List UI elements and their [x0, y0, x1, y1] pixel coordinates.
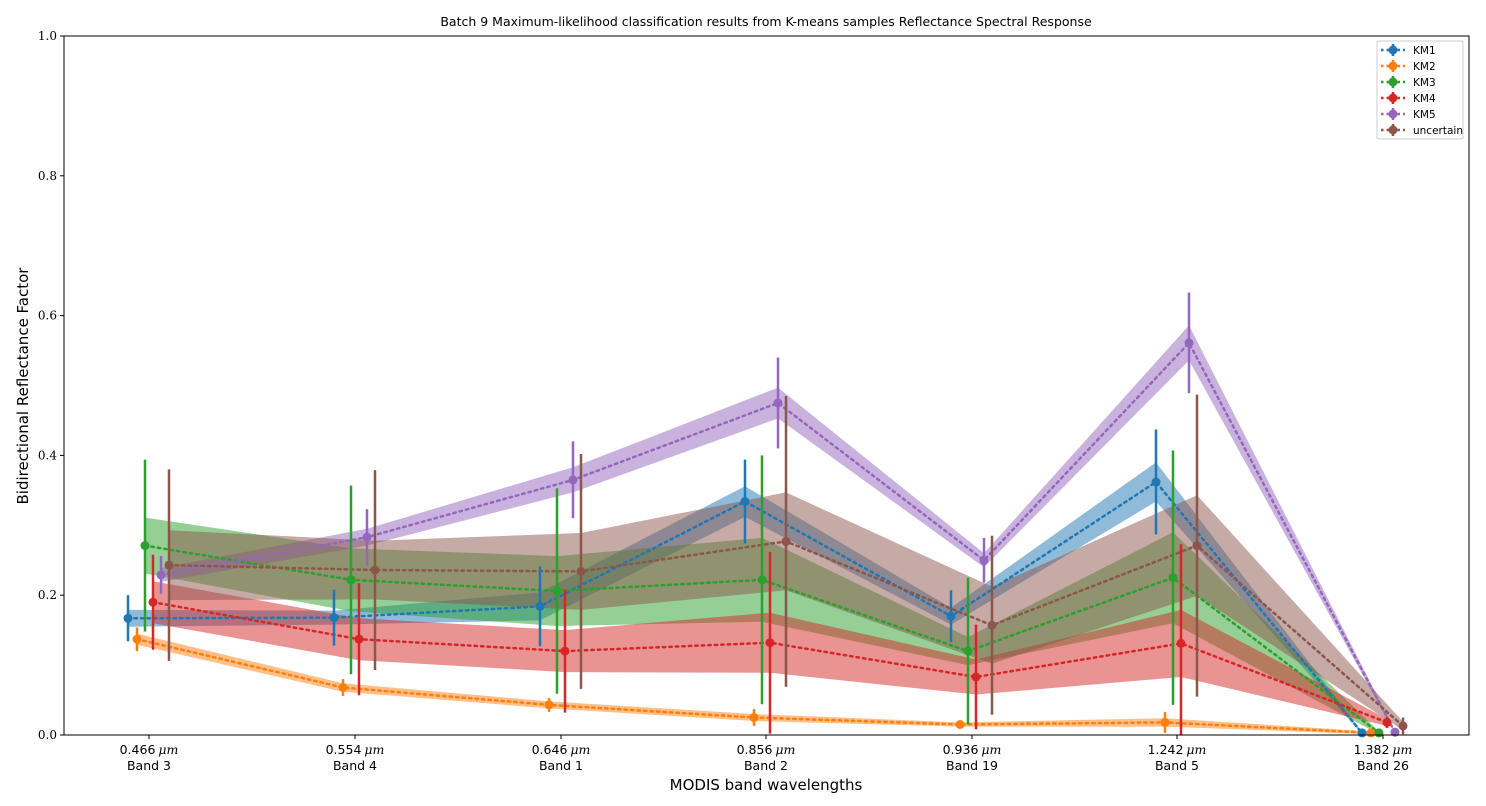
- point-km2-2: [544, 700, 554, 710]
- y-tick-label: 0.2: [38, 588, 57, 602]
- point-km3-2: [552, 586, 562, 596]
- point-km4-6: [1382, 717, 1392, 727]
- x-tick-band: Band 19: [946, 758, 998, 773]
- point-km1-3: [740, 497, 750, 506]
- point-km4-0: [148, 597, 158, 607]
- x-tick-band: Band 2: [744, 758, 788, 773]
- x-tick-wavelength-unit: μm: [981, 742, 1001, 757]
- x-tick-wavelength-value: 0.646: [532, 742, 568, 757]
- legend-marker-km5: [1388, 109, 1398, 119]
- point-km5-2: [568, 475, 578, 485]
- x-tick-band: Band 5: [1155, 758, 1199, 773]
- legend-marker-km3: [1388, 77, 1398, 87]
- point-km2-4: [955, 720, 965, 729]
- y-tick-label: 0.0: [38, 728, 57, 742]
- x-tick-wavelength: 0.554 μm: [326, 742, 385, 757]
- x-tick-wavelength-value: 0.936: [943, 742, 979, 757]
- point-km5-6: [1390, 727, 1400, 737]
- point-km2-5: [1160, 717, 1170, 727]
- legend-label-km3: KM3: [1413, 77, 1436, 89]
- point-uncertain-2: [576, 566, 586, 576]
- legend: KM1 KM2 KM3 KM4 KM5 uncertain: [1376, 40, 1464, 140]
- point-km5-5: [1184, 338, 1194, 348]
- x-tick-wavelength: 0.466 μm: [120, 742, 179, 757]
- x-tick-wavelength-value: 0.466: [120, 742, 156, 757]
- x-tick-band: Band 26: [1357, 758, 1409, 773]
- point-km4-4: [971, 672, 981, 682]
- legend-label-km4: KM4: [1413, 93, 1436, 105]
- point-km3-5: [1168, 573, 1178, 583]
- y-tick-label: 0.8: [38, 169, 57, 183]
- data-points: [123, 338, 1408, 738]
- x-tick-band: Band 1: [539, 758, 583, 773]
- x-tick-wavelength-unit: μm: [1186, 742, 1206, 757]
- point-uncertain-0: [164, 560, 174, 570]
- point-uncertain-1: [370, 565, 380, 575]
- point-km2-6: [1366, 728, 1376, 738]
- x-tick-wavelength-unit: μm: [364, 742, 384, 757]
- point-km2-0: [132, 634, 142, 644]
- x-tick-wavelength-value: 0.554: [326, 742, 362, 757]
- x-tick-wavelength: 1.382 μm: [1354, 742, 1413, 757]
- point-km5-0: [156, 570, 166, 580]
- band-uncertain: [169, 492, 1403, 731]
- x-tick-wavelength-unit: μm: [1392, 742, 1412, 757]
- x-tick-wavelength-unit: μm: [158, 742, 178, 757]
- y-tick-label: 0.4: [38, 448, 57, 462]
- legend-label-km1: KM1: [1413, 45, 1436, 57]
- point-km4-2: [560, 646, 570, 656]
- point-km1-5: [1151, 477, 1161, 487]
- x-tick-wavelength: 0.936 μm: [943, 742, 1002, 757]
- point-uncertain-6: [1398, 721, 1408, 731]
- y-axis: 0.0 0.2 0.4 0.6 0.8 1.0: [38, 29, 64, 742]
- x-axis-label: MODIS band wavelengths: [670, 776, 863, 794]
- point-km3-6: [1374, 728, 1384, 738]
- x-tick-band: Band 4: [333, 758, 377, 773]
- x-tick-wavelength: 1.242 μm: [1148, 742, 1207, 757]
- legend-marker-km1: [1388, 45, 1398, 55]
- point-uncertain-4: [987, 620, 997, 630]
- x-tick-wavelength-value: 1.242: [1148, 742, 1184, 757]
- point-km1-1: [329, 613, 339, 623]
- point-km4-1: [354, 634, 364, 644]
- point-km4-3: [765, 638, 775, 648]
- point-km4-5: [1176, 638, 1186, 648]
- x-tick-wavelength-value: 1.382: [1354, 742, 1390, 757]
- x-tick-wavelength-unit: μm: [570, 742, 590, 757]
- point-km1-6: [1357, 728, 1367, 738]
- point-km5-3: [773, 398, 783, 408]
- point-km1-0: [123, 613, 133, 623]
- point-uncertain-3: [781, 536, 791, 546]
- point-km2-1: [338, 683, 348, 692]
- x-tick-wavelength: 0.646 μm: [532, 742, 591, 757]
- x-tick-band: Band 3: [127, 758, 171, 773]
- point-km3-1: [346, 575, 356, 585]
- point-km1-4: [946, 611, 956, 621]
- legend-marker-km4: [1388, 93, 1398, 103]
- point-km5-1: [362, 532, 372, 542]
- chart-title: Batch 9 Maximum-likelihood classificatio…: [440, 14, 1092, 29]
- point-uncertain-5: [1192, 541, 1202, 551]
- y-tick-label: 1.0: [38, 29, 57, 43]
- point-km5-4: [979, 555, 989, 565]
- x-tick-wavelength-value: 0.856: [737, 742, 773, 757]
- point-km3-4: [963, 646, 973, 656]
- x-tick-wavelength: 0.856 μm: [737, 742, 796, 757]
- x-tick-wavelength-unit: μm: [775, 742, 795, 757]
- point-km1-2: [535, 601, 545, 611]
- y-axis-label: Bidirectional Reflectance Factor: [14, 267, 32, 505]
- legend-label-uncertain: uncertain: [1413, 125, 1463, 137]
- point-km3-0: [140, 541, 150, 551]
- point-km3-3: [757, 575, 767, 585]
- point-km2-3: [749, 713, 759, 722]
- legend-label-km5: KM5: [1413, 109, 1436, 121]
- y-tick-label: 0.6: [38, 309, 57, 323]
- legend-marker-uncertain: [1388, 125, 1398, 135]
- legend-marker-km2: [1388, 61, 1398, 71]
- legend-label-km2: KM2: [1413, 61, 1436, 73]
